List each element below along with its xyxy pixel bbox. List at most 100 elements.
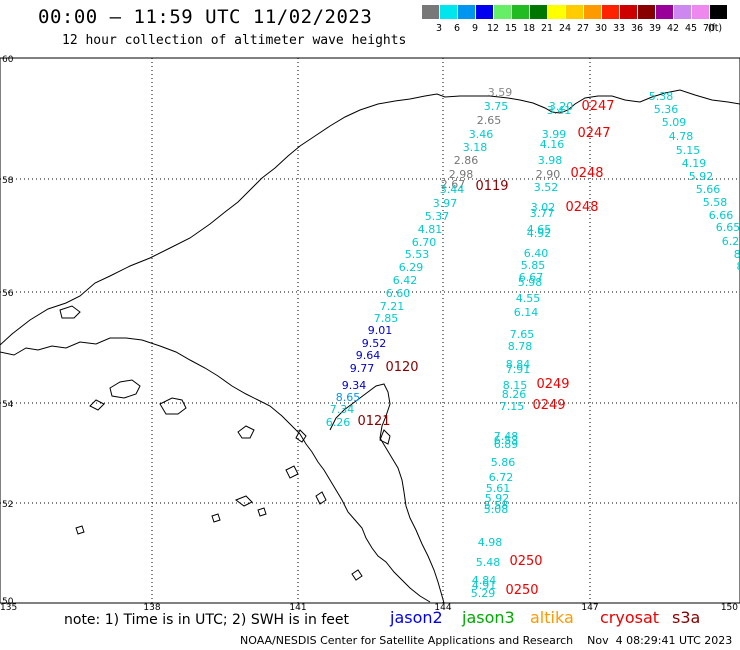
legend-label: 15 [504,23,518,34]
wave-height-value: 6.42 [393,274,418,287]
legend-swatch [710,5,727,19]
wave-height-value: 4.19 [682,157,707,170]
wave-height-value: 5.61 [486,482,511,495]
lat-label: 50 [2,597,14,607]
wave-height-value: 5.53 [405,248,430,261]
wave-height-value: 8.78 [508,340,533,353]
lat-label: 54 [2,400,14,410]
wave-height-value: 5.37 [425,210,450,223]
lon-label: 147 [581,603,598,613]
wave-height-value: 5.92 [689,170,714,183]
wave-height-value: 8.65 [336,391,361,404]
satellite-name: jason2 [390,608,443,627]
wave-height-value: 3.46 [469,128,494,141]
wave-height-value: 8.84 [506,358,531,371]
legend-label: 24 [558,23,572,34]
wave-height-value: 3.99 [542,128,567,141]
wave-height-value: 4.98 [478,536,503,549]
wave-height-value: 6.26 [326,416,351,429]
legend-swatch [422,5,439,19]
legend-swatch [638,5,655,19]
wave-height-value: 3.52 [534,181,559,194]
wave-height-value: 5.08 [484,503,509,516]
wave-height-value: 8. [734,248,740,261]
wave-height-value: 6.60 [386,287,411,300]
pass-time-label: 0250 [509,554,542,569]
wave-height-value: 3.59 [488,86,513,99]
legend-swatch [620,5,637,19]
legend-swatch [440,5,457,19]
wave-height-value: 4.81 [418,223,443,236]
wave-height-value: 5.15 [676,144,701,157]
lon-label: 138 [143,603,160,613]
legend-swatch [674,5,691,19]
legend-swatch [692,5,709,19]
pass-time-label: 0120 [385,360,418,375]
legend-swatch [494,5,511,19]
map-frame [0,57,740,604]
pass-time-label: 0248 [570,166,603,181]
wave-height-value: 5.86 [491,456,516,469]
wave-height-value: 4.84 [472,574,497,587]
legend-label: 9 [471,23,479,34]
wave-height-value: 7.21 [380,300,405,313]
wave-height-value: 5.36 [654,103,679,116]
wave-height-value: 9.01 [368,324,393,337]
wave-height-value: 2.86 [454,154,479,167]
wave-height-value: 2.90 [536,168,561,181]
pass-time-label: 0247 [581,99,614,114]
wave-height-value: 6.21 [722,235,740,248]
wave-height-value: 3.44 [440,183,465,196]
satellite-name: jason3 [462,608,515,627]
legend-swatch [548,5,565,19]
lat-label: 60 [2,55,14,65]
legend-label: 42 [666,23,680,34]
wave-height-value: 4.78 [669,130,694,143]
wave-height-value: 3.20 [549,100,574,113]
wave-height-value: 2.65 [477,114,502,127]
satellite-name: s3a [672,608,701,627]
wave-height-value: 7.48 [494,430,519,443]
legend-swatch [512,5,529,19]
wave-height-value: 6.40 [524,247,549,260]
legend-label: 39 [648,23,662,34]
satellite-name: altika [530,608,574,627]
legend-label: 12 [486,23,500,34]
wave-height-value: 4.65 [527,223,552,236]
wave-height-value: 5.58 [484,499,509,512]
map-title: 00:00 – 11:59 UTC 11/02/2023 [38,6,373,28]
legend-label: 18 [522,23,536,34]
legend-swatch [656,5,673,19]
pass-time-label: 0249 [532,398,565,413]
wave-height-value: 7.15 [500,400,525,413]
wave-height-value: 3.18 [463,141,488,154]
wave-height-value: 3.75 [484,100,509,113]
lat-label: 56 [2,289,14,299]
wave-height-value: 4.92 [527,227,552,240]
wave-height-value: 3.02 [531,201,556,214]
wave-height-value: 7.85 [374,312,399,325]
legend-label: 70 [702,23,716,34]
wave-height-value: 5.92 [485,492,510,505]
wave-height-value: 8.26 [502,388,527,401]
wave-height-value: 2.67 [441,178,466,191]
legend-label: 3 [435,23,443,34]
legend-swatch [602,5,619,19]
wave-height-value: 3.41 [547,104,572,117]
wave-height-value: 5.66 [696,183,721,196]
wave-height-value: 3.77 [530,207,555,220]
wave-height-value: 7.34 [330,403,355,416]
legend-label: 30 [594,23,608,34]
wave-height-value: 5.48 [476,556,501,569]
wave-height-value: 9.34 [342,379,367,392]
lon-label: 144 [434,603,451,613]
wave-height-value: 7.91 [506,363,531,376]
pass-time-label: 0247 [577,126,610,141]
wave-height-value: 2.98 [449,168,474,181]
wave-height-value: 3.97 [433,197,458,210]
wave-height-value: 4.55 [516,292,541,305]
wave-height-value: 8 [737,260,740,273]
wave-height-value: 6.14 [514,306,539,319]
legend-swatch [458,5,475,19]
lon-label: 141 [289,603,306,613]
